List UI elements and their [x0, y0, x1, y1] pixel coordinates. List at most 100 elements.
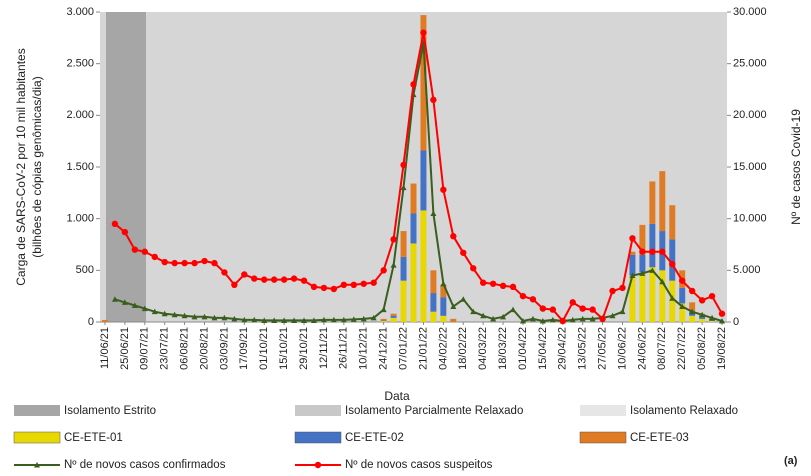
bar-segment: [390, 313, 397, 316]
point: [679, 277, 686, 284]
y-tick-label: 0: [88, 316, 94, 328]
point: [559, 317, 566, 325]
y-tick-label: 3.000: [66, 6, 94, 18]
x-tick-label: 04/02/22: [437, 327, 449, 370]
x-tick-label: 12/11/21: [318, 327, 330, 369]
point: [639, 248, 646, 255]
point: [151, 253, 158, 261]
point: [231, 281, 238, 288]
legend-label: Nº de novos casos suspeitos: [345, 459, 493, 471]
point: [609, 312, 616, 319]
y-tick-label: 2.000: [66, 109, 94, 121]
point: [470, 308, 477, 315]
y-tick-label: 1.500: [66, 161, 94, 173]
x-tick-label: 10/06/22: [616, 327, 628, 370]
point: [470, 265, 477, 272]
point: [350, 281, 357, 288]
point: [699, 311, 706, 318]
bar-segment: [689, 315, 696, 322]
x-tick-label: 05/08/22: [696, 327, 708, 370]
point: [390, 262, 397, 268]
x-tick-label: 25/06/21: [119, 327, 131, 370]
point: [121, 228, 129, 236]
point: [360, 280, 367, 287]
point: [510, 306, 517, 313]
bar-segment: [669, 239, 676, 281]
point: [479, 279, 487, 286]
point: [499, 282, 507, 290]
point: [450, 233, 457, 240]
point: [131, 302, 138, 308]
y2-tick-label: 5.000: [733, 264, 761, 276]
x-tick-label: 18/02/22: [457, 327, 469, 370]
point: [301, 317, 308, 323]
x-tick-label: 08/07/22: [656, 327, 668, 370]
point: [718, 310, 726, 317]
bar-segment: [430, 311, 437, 322]
point: [679, 303, 686, 309]
legend-swatch: [294, 431, 342, 444]
point: [221, 269, 228, 276]
legend-label: Isolamento Parcialmente Relaxado: [345, 405, 523, 417]
bar-segment: [101, 319, 108, 322]
legend-label: Nº de novos casos confirmados: [64, 459, 226, 471]
bar-segment: [440, 297, 447, 316]
legend-marker: [34, 462, 40, 468]
x-tick-label: 23/07/21: [159, 327, 171, 370]
bar-segment: [400, 231, 407, 257]
x-tick-label: 17/09/21: [238, 327, 250, 370]
bar-segment: [420, 15, 427, 151]
point: [390, 236, 397, 243]
point: [231, 315, 238, 322]
bar-segment: [699, 318, 706, 322]
x-tick-label: 13/05/22: [577, 327, 589, 370]
legend-swatch: [295, 405, 341, 416]
point: [330, 316, 337, 323]
bar-segment: [390, 315, 397, 318]
bar-segment: [709, 320, 716, 322]
y-tick-label: 500: [76, 264, 94, 276]
x-tick-label: 19/08/22: [716, 327, 728, 370]
bar-segment: [679, 303, 686, 322]
point: [490, 315, 497, 322]
bar-segment: [400, 256, 407, 281]
x-tick-label: 11/06/21: [99, 327, 111, 369]
bar-segment: [699, 315, 706, 319]
point: [708, 292, 716, 300]
point: [251, 275, 258, 282]
bar-segment: [440, 284, 447, 298]
point: [111, 220, 119, 228]
point: [340, 281, 348, 288]
point: [201, 313, 208, 320]
point: [629, 272, 636, 278]
bar-segment: [649, 223, 656, 268]
point: [330, 285, 338, 293]
point: [191, 313, 198, 320]
point: [201, 257, 208, 265]
point: [509, 283, 517, 291]
period-background: [106, 12, 146, 322]
point: [181, 312, 188, 319]
y-tick-label: 2.500: [66, 58, 94, 70]
point: [241, 316, 248, 323]
point: [549, 316, 556, 323]
y2-tick-label: 30.000: [733, 6, 767, 18]
y2-tick-label: 25.000: [733, 58, 767, 70]
point: [350, 316, 357, 322]
bar-segment: [380, 318, 387, 321]
x-tick-label: 15/10/21: [278, 327, 290, 370]
legend-swatch: [579, 431, 627, 444]
point: [450, 303, 457, 309]
point: [261, 276, 268, 283]
point: [698, 297, 706, 304]
bar-segment: [629, 254, 636, 276]
bar-segment: [400, 280, 407, 322]
bar-segment: [410, 213, 417, 244]
point: [529, 296, 537, 303]
x-tick-label: 09/07/21: [139, 327, 151, 370]
point: [380, 267, 387, 274]
x-axis-label: Data: [384, 389, 410, 403]
x-tick-label: 04/03/22: [477, 327, 489, 370]
x-tick-label: 10/12/21: [358, 327, 370, 370]
